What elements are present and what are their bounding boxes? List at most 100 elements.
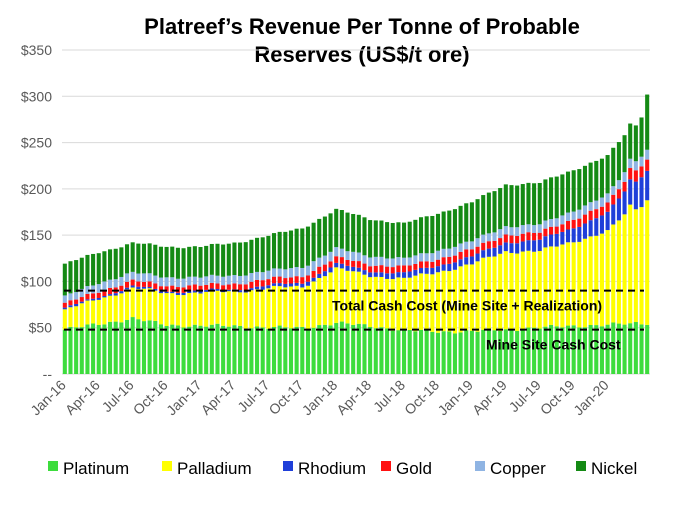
- bar-segment-palladium: [147, 288, 152, 321]
- bar-segment-rhodium: [469, 256, 474, 265]
- stacked-bars: [62, 94, 650, 374]
- bar-segment-gold: [221, 285, 226, 291]
- bar-segment-nickel: [91, 253, 96, 286]
- legend-swatch-copper: [475, 461, 485, 471]
- bar-segment-rhodium: [300, 283, 305, 288]
- bar-segment-platinum: [441, 331, 446, 374]
- bar-segment-copper: [271, 268, 277, 277]
- bar-segment-platinum: [334, 322, 339, 374]
- bar-segment-nickel: [108, 249, 113, 280]
- bar-segment-platinum: [221, 325, 226, 374]
- bar-segment-nickel: [85, 254, 90, 287]
- bar-segment-palladium: [170, 293, 175, 325]
- bar-segment-nickel: [243, 242, 248, 276]
- bar-segment-nickel: [594, 160, 599, 201]
- bar-segment-gold: [549, 226, 554, 235]
- bar-segment-rhodium: [594, 218, 599, 236]
- bar-segment-platinum: [413, 331, 418, 374]
- bar-segment-nickel: [356, 214, 361, 253]
- bar-segment-copper: [322, 255, 327, 265]
- bar-segment-gold: [277, 276, 282, 284]
- bar-segment-copper: [526, 224, 531, 233]
- bar-segment-platinum: [588, 325, 593, 374]
- bar-segment-platinum: [113, 321, 118, 374]
- bar-segment-nickel: [458, 205, 463, 244]
- bar-segment-platinum: [255, 326, 260, 374]
- bar-segment-rhodium: [266, 285, 271, 289]
- bar-segment-platinum: [498, 331, 503, 374]
- bar-segment-rhodium: [356, 267, 361, 272]
- bar-segment-copper: [385, 258, 390, 267]
- bar-segment-nickel: [322, 216, 327, 256]
- bar-segment-palladium: [481, 257, 486, 330]
- bar-segment-copper: [339, 248, 344, 258]
- bar-segment-copper: [170, 277, 175, 286]
- bar-segment-copper: [402, 257, 407, 266]
- bar-segment-copper: [452, 246, 457, 256]
- bar-segment-gold: [153, 283, 158, 289]
- bar-segment-gold: [356, 261, 361, 268]
- bar-segment-copper: [441, 248, 446, 258]
- bar-segment-platinum: [424, 329, 429, 374]
- bar-segment-nickel: [119, 247, 124, 277]
- bar-segment-rhodium: [351, 266, 356, 272]
- bar-segment-platinum: [599, 326, 604, 374]
- bar-segment-nickel: [328, 213, 333, 252]
- bar-segment-palladium: [226, 291, 231, 327]
- bar-segment-nickel: [153, 244, 158, 276]
- bar-segment-copper: [62, 295, 67, 303]
- bar-segment-gold: [317, 266, 322, 274]
- bar-segment-platinum: [339, 321, 344, 374]
- bar-segment-nickel: [351, 214, 356, 252]
- bar-segment-gold: [91, 293, 96, 299]
- bar-segment-rhodium: [424, 267, 429, 274]
- bar-segment-platinum: [305, 328, 310, 374]
- bar-segment-platinum: [187, 326, 192, 374]
- bar-segment-copper: [379, 256, 384, 266]
- bar-segment-copper: [232, 275, 237, 284]
- bar-segment-platinum: [260, 327, 265, 374]
- bar-segment-rhodium: [633, 181, 638, 210]
- bar-segment-gold: [379, 265, 384, 273]
- bar-segment-palladium: [639, 207, 644, 325]
- y-tick-label: $250: [21, 135, 52, 151]
- bar-segment-platinum: [288, 328, 294, 374]
- legend-swatch-nickel: [576, 461, 586, 471]
- bar-segment-nickel: [373, 220, 378, 257]
- bar-segment-rhodium: [532, 240, 537, 252]
- x-tick-label: Oct-19: [537, 377, 578, 418]
- bar-segment-rhodium: [571, 228, 576, 243]
- bar-segment-copper: [447, 248, 452, 257]
- bar-segment-gold: [187, 285, 192, 292]
- bar-segment-copper: [164, 277, 169, 287]
- bar-segment-gold: [447, 256, 452, 264]
- bar-segment-gold: [492, 240, 497, 248]
- bar-segment-copper: [192, 276, 197, 285]
- bar-segment-copper: [582, 205, 588, 215]
- bar-segment-palladium: [91, 300, 96, 324]
- bar-segment-rhodium: [628, 179, 633, 205]
- bar-segment-platinum: [435, 332, 441, 374]
- bar-segment-palladium: [571, 242, 576, 326]
- bar-segment-rhodium: [362, 270, 367, 275]
- bar-segment-palladium: [413, 275, 418, 332]
- bar-segment-gold: [243, 284, 248, 291]
- bar-segment-rhodium: [498, 245, 503, 254]
- bar-segment-rhodium: [611, 204, 616, 225]
- bar-segment-gold: [430, 261, 435, 268]
- bar-segment-copper: [294, 267, 299, 277]
- bar-segment-platinum: [68, 326, 73, 374]
- bar-segment-platinum: [164, 326, 169, 374]
- bar-segment-nickel: [198, 247, 203, 278]
- bar-segment-copper: [238, 275, 243, 285]
- bar-segment-gold: [271, 276, 277, 284]
- bar-segment-palladium: [85, 300, 90, 325]
- bar-segment-nickel: [124, 244, 130, 274]
- bar-segment-copper: [560, 215, 565, 225]
- bar-segment-copper: [85, 286, 90, 294]
- bar-segment-copper: [515, 227, 520, 236]
- bar-segment-palladium: [153, 290, 158, 321]
- bar-segment-gold: [74, 299, 79, 304]
- bar-segment-platinum: [351, 324, 356, 374]
- bar-segment-rhodium: [565, 229, 571, 243]
